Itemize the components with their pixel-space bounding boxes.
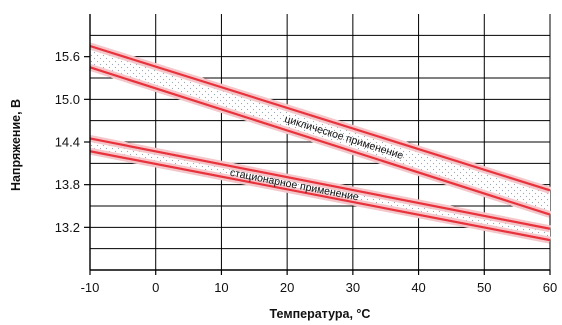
- band-lower-edge-line: [89, 150, 551, 242]
- x-tick-label: 60: [543, 280, 557, 295]
- x-tick-label: 0: [152, 280, 159, 295]
- axes: -10 0 10 20 30 40 50 60 13.2 13.8 14.4 15.0 15.6: [55, 14, 557, 295]
- x-tick-label: 30: [346, 280, 360, 295]
- y-tick-label: 15.6: [55, 49, 80, 64]
- x-axis-title: Температура, °C: [270, 307, 371, 321]
- band-area: [90, 46, 550, 215]
- x-tick-label: 40: [411, 280, 425, 295]
- x-tick-label: 10: [214, 280, 228, 295]
- y-tick-label: 13.8: [55, 177, 80, 192]
- x-tick-label: 50: [477, 280, 491, 295]
- labels: Температура, °C Напряжение, В: [9, 99, 370, 321]
- y-tick-label: 15.0: [55, 92, 80, 107]
- y-tick-label: 14.4: [55, 135, 80, 150]
- y-axis-title: Напряжение, В: [9, 99, 23, 191]
- x-tick-label: -10: [81, 280, 100, 295]
- band-upper-edge-line: [89, 137, 551, 230]
- x-tick-label: 20: [280, 280, 294, 295]
- y-tick-label: 13.2: [55, 220, 80, 235]
- band-lower-edge-line: [89, 66, 551, 216]
- band-upper-edge-line: [89, 44, 551, 192]
